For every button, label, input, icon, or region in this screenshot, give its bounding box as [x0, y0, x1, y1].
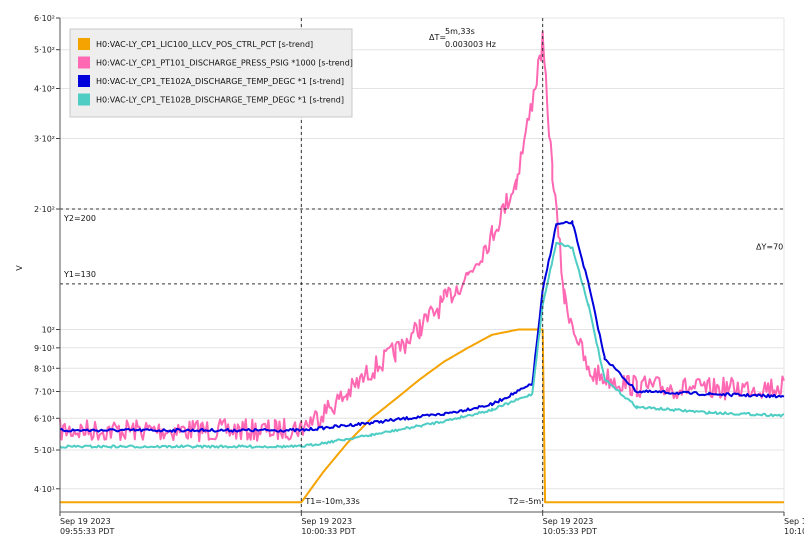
- legend-swatch[interactable]: [78, 75, 90, 87]
- cursor-t2-label: T2=-5m: [508, 497, 542, 506]
- y-tick-label: 10²: [42, 325, 55, 334]
- cursor-y1-label: Y1=130: [63, 270, 96, 279]
- series-line: [59, 241, 785, 449]
- legend-entry-label: H0:VAC-LY_CP1_TE102B_DISCHARGE_TEMP_DEGC…: [96, 96, 344, 105]
- y-tick-label: 4·10¹: [34, 485, 55, 494]
- legend-entry-label: H0:VAC-LY_CP1_LIC100_LLCV_POS_CTRL_PCT […: [96, 40, 313, 49]
- x-tick-label-date: Sep 19 2023: [784, 517, 804, 526]
- y-tick-label: 5·10¹: [34, 446, 55, 455]
- y-tick-label: 5·10²: [34, 46, 55, 55]
- series-line: [59, 30, 785, 443]
- delta-t-label: ΔT=: [429, 33, 446, 42]
- y-tick-label: 4·10²: [34, 84, 55, 93]
- x-tick-label-time: 09:55:33 PDT: [60, 527, 114, 536]
- delta-t-freq: 0.003003 Hz: [445, 40, 496, 49]
- cursor-y2-label: Y2=200: [63, 214, 96, 223]
- y-tick-label: 2·10²: [34, 205, 55, 214]
- legend-swatch[interactable]: [78, 56, 90, 69]
- series-layer: [59, 30, 785, 504]
- y-tick-label: 8·10¹: [34, 364, 55, 373]
- x-tick-label-time: 10:05:33 PDT: [543, 527, 597, 536]
- x-tick-label-time: 10:10:33 PDT: [784, 527, 804, 536]
- legend-box: [69, 28, 353, 118]
- x-tick-label-date: Sep 19 2023: [60, 517, 111, 526]
- legend[interactable]: H0:VAC-LY_CP1_LIC100_LLCV_POS_CTRL_PCT […: [69, 28, 353, 118]
- delta-y-label: ΔY=70: [756, 242, 783, 251]
- legend-entry-label: H0:VAC-LY_CP1_TE102A_DISCHARGE_TEMP_DEGC…: [96, 77, 344, 86]
- series-line: [59, 220, 785, 433]
- cursor-t1-label: T1=-10m,33s: [304, 497, 359, 506]
- y-tick-label: 3·10²: [34, 135, 55, 144]
- legend-swatch[interactable]: [78, 93, 90, 106]
- legend-entry-label: H0:VAC-LY_CP1_PT101_DISCHARGE_PRESS_PSIG…: [96, 59, 353, 68]
- delta-t-value: 5m,33s: [445, 27, 475, 36]
- x-tick-label-date: Sep 19 2023: [543, 517, 594, 526]
- y-tick-label: 7·10¹: [34, 387, 55, 396]
- axis-layer: 4·10¹ 5·10¹ 6·10¹ 7·10¹ 8·10¹ 9·10¹ 10² 2·10² 3·…: [34, 14, 804, 536]
- legend-swatch[interactable]: [78, 38, 90, 50]
- y-tick-label: 9·10¹: [34, 344, 55, 353]
- x-tick-label-time: 10:00:33 PDT: [301, 527, 355, 536]
- x-tick-label-date: Sep 19 2023: [301, 517, 352, 526]
- y-axis-label: V: [15, 265, 24, 271]
- y-tick-label: 6·10¹: [34, 414, 55, 423]
- series-line: [60, 328, 784, 504]
- cursor-layer: T1=-10m,33s T2=-5m Y1=130 Y2=200 ΔY=70 ΔT=5m,…: [60, 18, 784, 512]
- y-tick-label: 6·10²: [34, 14, 55, 23]
